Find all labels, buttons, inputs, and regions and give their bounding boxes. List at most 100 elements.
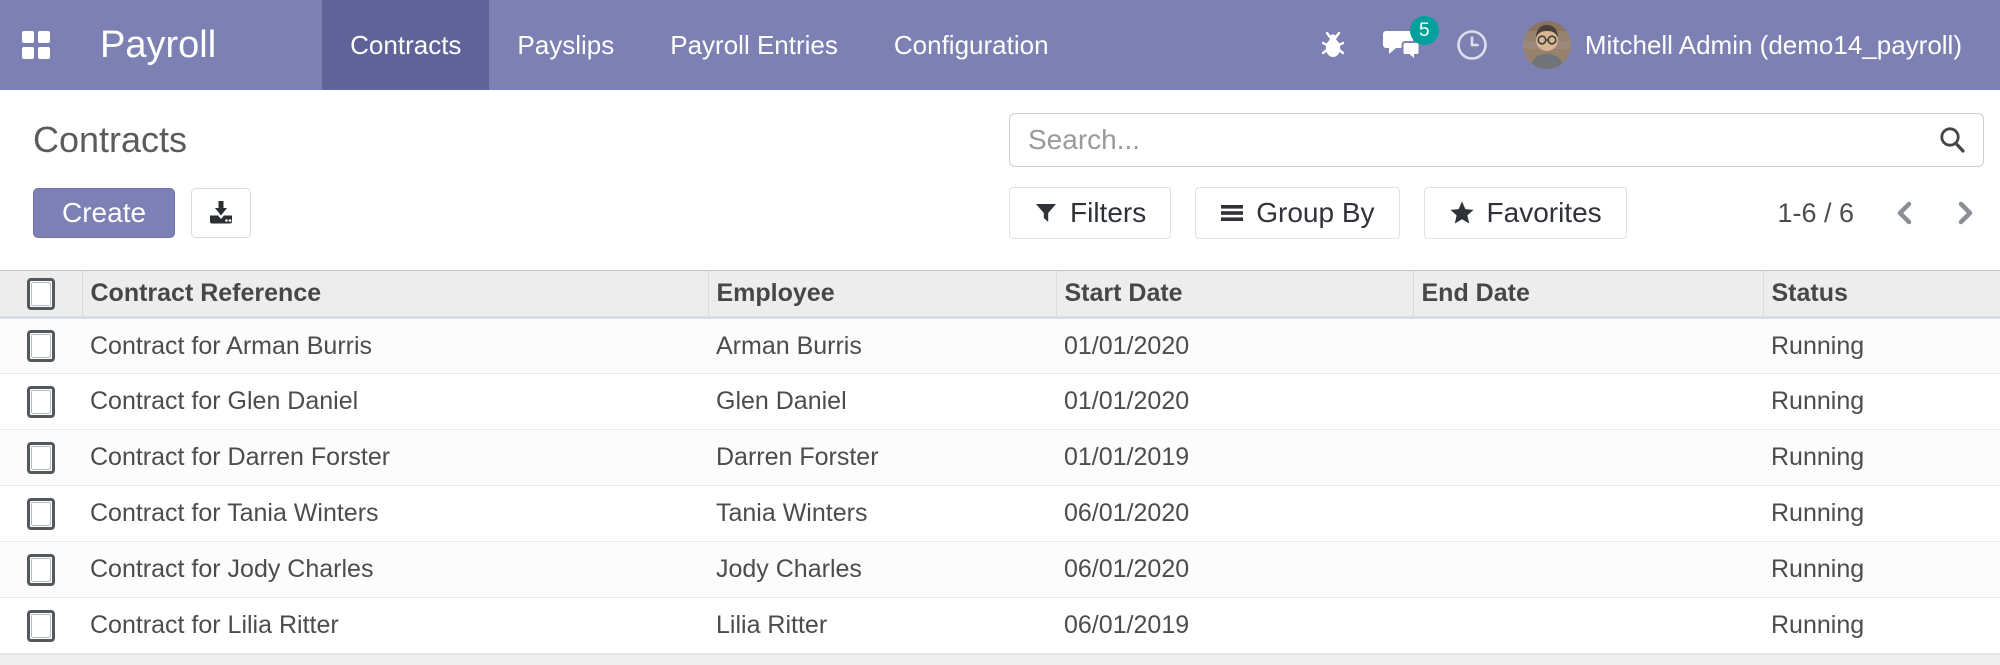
- app-brand[interactable]: Payroll: [100, 23, 217, 66]
- table-row[interactable]: Contract for Darren Forster Darren Forst…: [0, 429, 2000, 486]
- messages-button[interactable]: 5: [1382, 16, 1439, 62]
- group-by-label: Group By: [1256, 197, 1375, 228]
- row-checkbox[interactable]: [27, 385, 55, 418]
- row-checkbox[interactable]: [27, 497, 55, 530]
- row-checkbox[interactable]: [27, 609, 55, 642]
- row-select-cell: [0, 541, 82, 598]
- user-avatar: [1522, 21, 1571, 69]
- cell-employee[interactable]: Glen Daniel: [708, 373, 1056, 430]
- list-icon: [1220, 201, 1244, 225]
- filters-button[interactable]: Filters: [1009, 187, 1172, 239]
- cell-end-date[interactable]: [1413, 597, 1763, 654]
- create-button[interactable]: Create: [33, 188, 176, 238]
- row-select-cell: [0, 485, 82, 542]
- systray: 5: [1317, 0, 2000, 90]
- row-checkbox[interactable]: [27, 441, 55, 474]
- table-row[interactable]: Contract for Jody Charles Jody Charles 0…: [0, 541, 2000, 598]
- row-select-cell: [0, 597, 82, 654]
- cell-end-date[interactable]: [1413, 485, 1763, 542]
- download-icon: [207, 199, 235, 227]
- cell-contract-reference[interactable]: Contract for Glen Daniel: [82, 373, 708, 430]
- cell-end-date[interactable]: [1413, 541, 1763, 598]
- group-by-button[interactable]: Group By: [1195, 187, 1400, 239]
- cell-start-date[interactable]: 06/01/2019: [1056, 597, 1413, 654]
- control-panel: Contracts Create: [0, 90, 2000, 239]
- star-icon: [1449, 200, 1475, 226]
- table-row[interactable]: Contract for Arman Burris Arman Burris 0…: [0, 317, 2000, 374]
- menu-item-contracts[interactable]: Contracts: [322, 0, 490, 90]
- row-checkbox[interactable]: [27, 553, 55, 586]
- column-header-employee[interactable]: Employee: [707, 270, 1056, 319]
- apps-menu-button[interactable]: [0, 0, 72, 90]
- column-header-start-date[interactable]: Start Date: [1055, 270, 1413, 319]
- bug-icon: [1317, 29, 1349, 61]
- cell-end-date[interactable]: [1413, 373, 1763, 430]
- cell-employee[interactable]: Darren Forster: [708, 429, 1056, 486]
- favorites-button[interactable]: Favorites: [1423, 187, 1627, 239]
- search-box: [1009, 113, 1984, 167]
- cell-employee[interactable]: Tania Winters: [708, 485, 1056, 542]
- select-all-header: [0, 270, 82, 319]
- column-header-end-date[interactable]: End Date: [1412, 270, 1763, 319]
- cell-status[interactable]: Running: [1763, 597, 2000, 654]
- chevron-right-icon: [1952, 199, 1978, 227]
- chevron-left-icon: [1892, 199, 1918, 227]
- pager-value[interactable]: 1-6 / 6: [1777, 197, 1854, 228]
- favorites-label: Favorites: [1486, 197, 1602, 228]
- menu-item-configuration[interactable]: Configuration: [893, 29, 1049, 60]
- cell-contract-reference[interactable]: Contract for Darren Forster: [82, 429, 708, 486]
- cell-contract-reference[interactable]: Contract for Tania Winters: [82, 485, 708, 542]
- activities-button[interactable]: [1455, 28, 1489, 62]
- cell-employee[interactable]: Jody Charles: [708, 541, 1056, 598]
- select-all-checkbox[interactable]: [26, 277, 55, 310]
- cell-contract-reference[interactable]: Contract for Jody Charles: [82, 541, 708, 598]
- cell-status[interactable]: Running: [1763, 373, 2000, 430]
- cell-start-date[interactable]: 01/01/2020: [1056, 317, 1413, 374]
- user-name: Mitchell Admin (demo14_payroll): [1584, 29, 1962, 60]
- contracts-list: Contract Reference Employee Start Date E…: [0, 270, 2000, 665]
- cell-start-date[interactable]: 01/01/2019: [1056, 429, 1413, 486]
- row-select-cell: [0, 429, 82, 486]
- table-row[interactable]: Contract for Tania Winters Tania Winters…: [0, 485, 2000, 542]
- cell-start-date[interactable]: 01/01/2020: [1056, 373, 1413, 430]
- cell-status[interactable]: Running: [1763, 485, 2000, 542]
- filters-label: Filters: [1070, 197, 1147, 228]
- table-row[interactable]: Contract for Glen Daniel Glen Daniel 01/…: [0, 373, 2000, 430]
- menu-item-payslips[interactable]: Payslips: [517, 29, 615, 60]
- cell-end-date[interactable]: [1413, 429, 1763, 486]
- cell-contract-reference[interactable]: Contract for Lilia Ritter: [82, 597, 708, 654]
- pager-next-button[interactable]: [1946, 193, 1984, 233]
- cell-status[interactable]: Running: [1763, 429, 2000, 486]
- search-input[interactable]: [1010, 124, 1921, 156]
- search-button[interactable]: [1921, 114, 1983, 166]
- page-title: Contracts: [33, 119, 188, 160]
- cell-status[interactable]: Running: [1763, 317, 2000, 374]
- cell-employee[interactable]: Lilia Ritter: [708, 597, 1056, 654]
- column-header-status[interactable]: Status: [1762, 270, 2000, 319]
- funnel-icon: [1034, 201, 1058, 225]
- pager-previous-button[interactable]: [1886, 193, 1924, 233]
- debug-button[interactable]: [1317, 29, 1349, 61]
- row-select-cell: [0, 317, 82, 374]
- cell-contract-reference[interactable]: Contract for Arman Burris: [82, 317, 708, 374]
- apps-grid-icon: [22, 31, 50, 59]
- table-header-row: Contract Reference Employee Start Date E…: [0, 270, 2000, 319]
- table-row[interactable]: Contract for Lilia Ritter Lilia Ritter 0…: [0, 597, 2000, 654]
- row-checkbox[interactable]: [27, 330, 55, 362]
- row-select-cell: [0, 373, 82, 430]
- clock-icon: [1455, 28, 1489, 62]
- column-header-contract-reference[interactable]: Contract Reference: [81, 270, 708, 319]
- magnifier-icon: [1937, 125, 1967, 155]
- cell-start-date[interactable]: 06/01/2020: [1056, 541, 1413, 598]
- cell-start-date[interactable]: 06/01/2020: [1056, 485, 1413, 542]
- cell-status[interactable]: Running: [1763, 541, 2000, 598]
- cell-end-date[interactable]: [1413, 317, 1763, 374]
- list-footer: [0, 654, 2000, 665]
- top-navbar: Payroll Contracts Payslips Payroll Entri…: [0, 0, 2000, 90]
- export-button[interactable]: [191, 188, 252, 238]
- messages-count-badge: 5: [1409, 16, 1439, 45]
- cell-employee[interactable]: Arman Burris: [708, 317, 1056, 374]
- user-menu[interactable]: Mitchell Admin (demo14_payroll): [1522, 21, 1962, 69]
- chat-bubbles-icon: [1382, 28, 1421, 62]
- menu-item-payroll-entries[interactable]: Payroll Entries: [670, 29, 838, 60]
